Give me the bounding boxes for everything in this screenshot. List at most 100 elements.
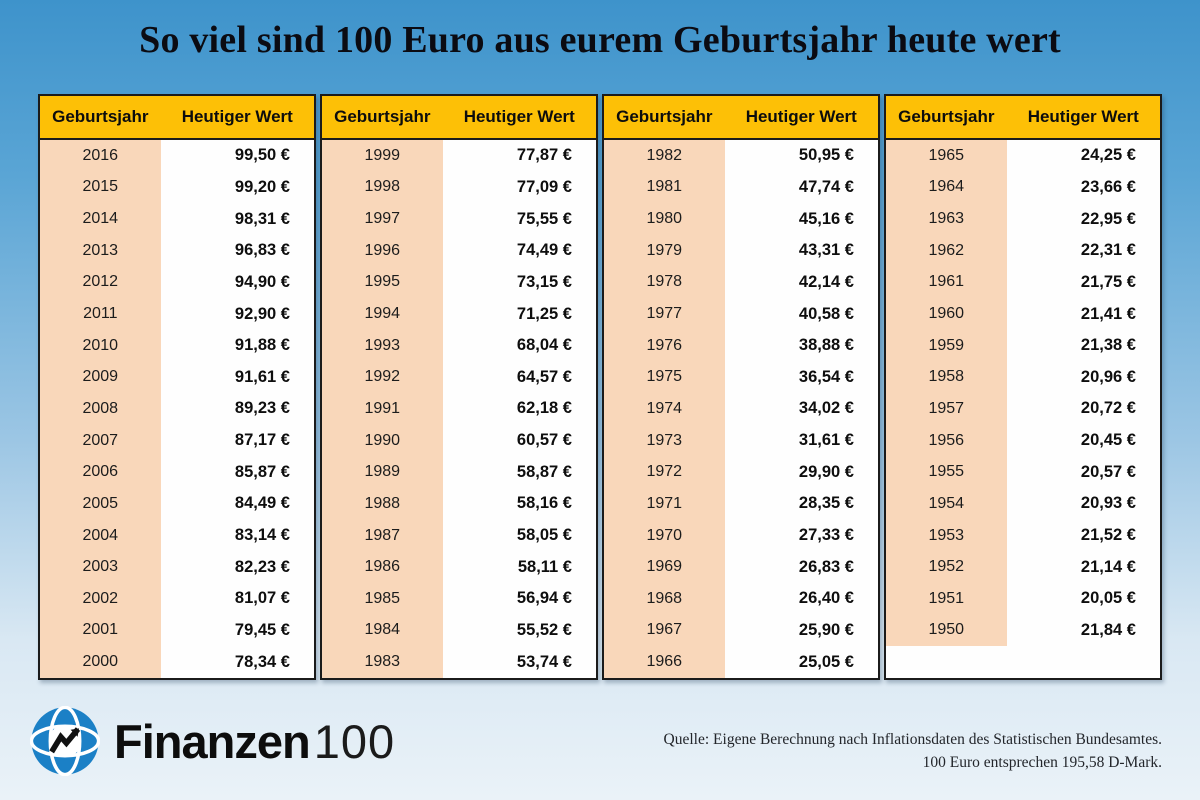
table-row: 1980 45,16 € xyxy=(604,203,878,235)
year-cell: 1962 xyxy=(886,234,1007,267)
value-cell: 68,04 € xyxy=(516,336,572,355)
table-row: 1979 43,31 € xyxy=(604,234,878,267)
year-cell: 1971 xyxy=(604,488,725,520)
value-cell: 84,49 € xyxy=(234,494,290,513)
year-cell: 1991 xyxy=(322,393,443,425)
table-row: 1971 28,35 € xyxy=(604,488,878,520)
table-row: 2011 92,90 € xyxy=(40,298,314,330)
year-cell: 1987 xyxy=(322,519,443,552)
table-row: 1988 58,16 € xyxy=(322,488,596,520)
table-row: 1958 20,96 € xyxy=(886,361,1160,394)
year-cell: 1958 xyxy=(886,361,1007,394)
value-cell: 38,88 € xyxy=(798,336,854,355)
table-row: 1964 23,66 € xyxy=(886,171,1160,204)
table-row: 2006 85,87 € xyxy=(40,456,314,489)
year-cell: 1995 xyxy=(322,266,443,299)
column-header-heutiger-wert: Heutiger Wert xyxy=(463,107,575,126)
value-cell: 85,87 € xyxy=(234,462,290,481)
value-cell: 91,88 € xyxy=(234,336,290,355)
year-cell: 1978 xyxy=(604,266,725,299)
table-row: 1966 25,05 € xyxy=(604,646,878,678)
year-cell: 1974 xyxy=(604,393,725,425)
table-header: Geburtsjahr Heutiger Wert xyxy=(604,96,878,140)
table-1965-1950: Geburtsjahr Heutiger Wert 1965 24,25 €196… xyxy=(884,94,1162,680)
year-cell: 1955 xyxy=(886,456,1007,489)
table-row: 1990 60,57 € xyxy=(322,424,596,457)
page-title: So viel sind 100 Euro aus eurem Geburtsj… xyxy=(139,19,1061,61)
year-cell: 2016 xyxy=(40,140,161,172)
value-cell: 58,05 € xyxy=(516,526,572,544)
year-cell: 2000 xyxy=(40,646,161,678)
value-cell: 24,25 € xyxy=(1080,146,1136,165)
year-cell: 1963 xyxy=(886,203,1007,235)
column-header-heutiger-wert: Heutiger Wert xyxy=(181,107,293,126)
value-cell: 21,41 € xyxy=(1080,304,1136,323)
value-cell: 22,95 € xyxy=(1080,209,1136,228)
column-header-geburtsjahr: Geburtsjahr xyxy=(334,107,431,126)
year-cell: 1967 xyxy=(604,614,725,647)
year-cell: 1956 xyxy=(886,424,1007,457)
value-cell: 96,83 € xyxy=(234,241,290,260)
value-cell: 20,45 € xyxy=(1080,431,1136,450)
table-row: 1973 31,61 € xyxy=(604,424,878,457)
year-cell: 1973 xyxy=(604,424,725,457)
table-row: 2003 82,23 € xyxy=(40,551,314,583)
value-cell: 56,94 € xyxy=(516,589,572,608)
year-cell: 2006 xyxy=(40,456,161,489)
value-cell: 26,40 € xyxy=(798,589,854,608)
value-cell: 28,35 € xyxy=(798,494,854,513)
table-row: 1983 53,74 € xyxy=(322,646,596,678)
value-cell: 77,09 € xyxy=(516,177,572,196)
year-cell: 2007 xyxy=(40,424,161,457)
table-row: 1999 77,87 € xyxy=(322,140,596,172)
year-cell: 1957 xyxy=(886,393,1007,425)
table-row: 1955 20,57 € xyxy=(886,456,1160,489)
value-cell: 25,05 € xyxy=(798,652,854,671)
year-cell: 1959 xyxy=(886,329,1007,362)
table-row: 2008 89,23 € xyxy=(40,393,314,425)
value-cell: 47,74 € xyxy=(798,177,854,196)
year-cell: 1969 xyxy=(604,551,725,583)
table-row: 1985 56,94 € xyxy=(322,582,596,615)
brand-number: 100 xyxy=(313,714,396,768)
table-row: 1989 58,87 € xyxy=(322,456,596,489)
table-row: 2015 99,20 € xyxy=(40,171,314,204)
value-cell: 58,16 € xyxy=(516,494,572,513)
year-cell: 1980 xyxy=(604,203,725,235)
table-row: 1981 47,74 € xyxy=(604,171,878,204)
year-cell: 1992 xyxy=(322,361,443,394)
year-cell: 1964 xyxy=(886,171,1007,204)
year-cell: 2011 xyxy=(40,298,161,330)
year-cell: 1960 xyxy=(886,298,1007,330)
value-cell: 79,45 € xyxy=(234,620,290,639)
value-cell: 91,61 € xyxy=(234,367,290,386)
value-cell: 89,23 € xyxy=(234,399,290,418)
year-cell: 2015 xyxy=(40,171,161,204)
table-row: 1975 36,54 € xyxy=(604,361,878,394)
value-cell: 87,17 € xyxy=(234,431,290,450)
value-cell: 73,15 € xyxy=(516,272,572,291)
value-cell: 43,31 € xyxy=(798,241,854,260)
year-cell: 1950 xyxy=(886,614,1007,647)
source-line-1: Quelle: Eigene Berechnung nach Inflation… xyxy=(663,731,1162,748)
value-cell: 50,95 € xyxy=(798,146,854,165)
value-cell: 20,93 € xyxy=(1080,494,1136,513)
year-cell: 1966 xyxy=(604,646,725,678)
value-cell: 81,07 € xyxy=(234,589,290,608)
column-header-geburtsjahr: Geburtsjahr xyxy=(898,107,995,126)
table-row: 1996 74,49 € xyxy=(322,234,596,267)
value-cell: 58,11 € xyxy=(517,557,572,576)
year-cell: 1954 xyxy=(886,488,1007,520)
year-cell: 1999 xyxy=(322,140,443,172)
year-cell: 2014 xyxy=(40,203,161,235)
value-cell: 40,58 € xyxy=(798,304,854,323)
source-note: Quelle: Eigene Berechnung nach Inflation… xyxy=(664,728,1162,775)
table-row: 2004 83,14 € xyxy=(40,519,314,552)
table-row: 1960 21,41 € xyxy=(886,298,1160,330)
finanzen100-logo: Finanzen 100 xyxy=(30,706,395,776)
value-cell: 21,75 € xyxy=(1080,272,1136,291)
value-cell: 20,57 € xyxy=(1080,462,1136,481)
value-cell: 94,90 € xyxy=(234,272,290,291)
table-row: 1994 71,25 € xyxy=(322,298,596,330)
year-cell: 2003 xyxy=(40,551,161,583)
